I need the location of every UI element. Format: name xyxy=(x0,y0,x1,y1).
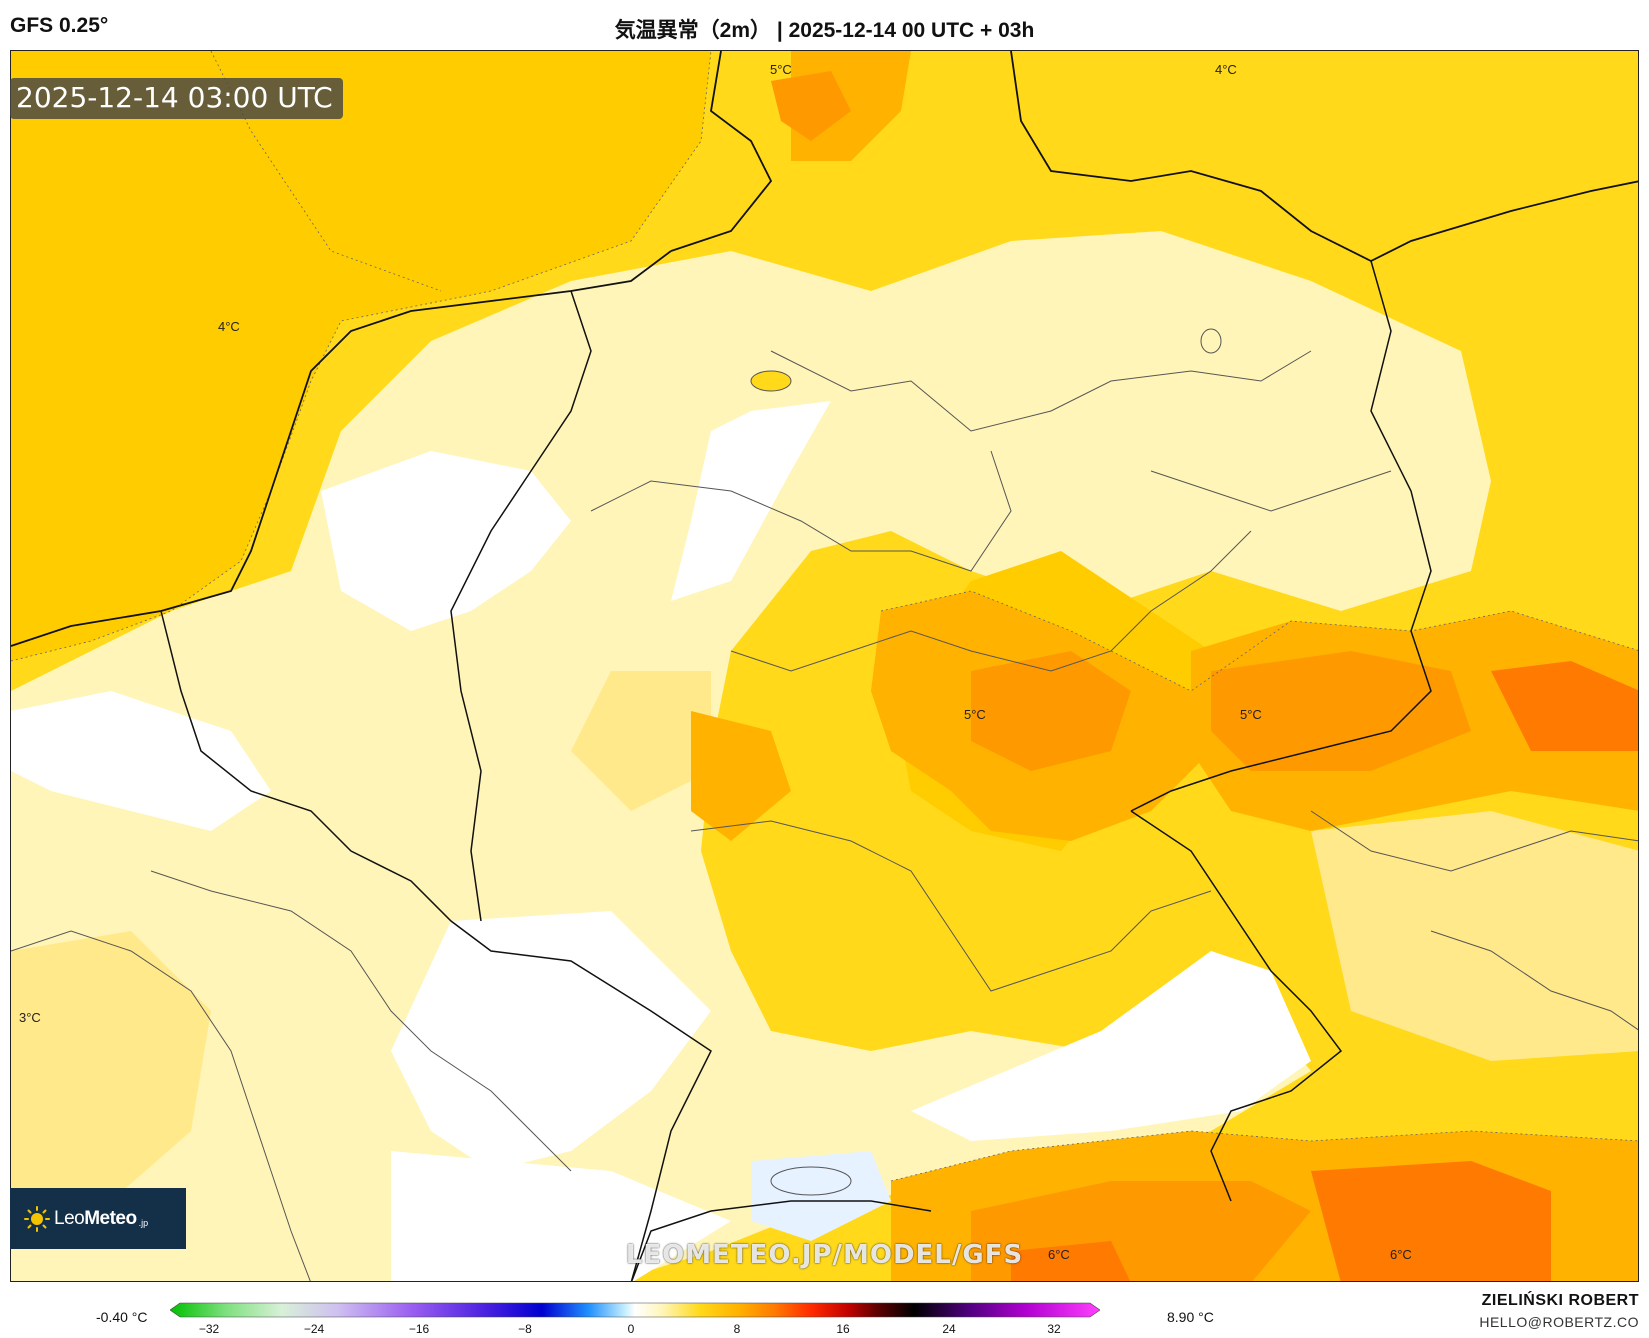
url-watermark: LEOMETEO.JP/MODEL/GFS xyxy=(625,1240,1024,1270)
field-white-south xyxy=(391,911,711,1171)
contour-label: 5°C xyxy=(964,707,986,722)
contour-label: 6°C xyxy=(1048,1247,1070,1262)
colorbar xyxy=(170,1302,1100,1318)
leometeo-logo[interactable]: Leo Meteo .jp xyxy=(10,1188,186,1249)
colorbar-tick: −16 xyxy=(408,1322,430,1336)
contour-label: 4°C xyxy=(218,319,240,334)
contour-label: 6°C xyxy=(1390,1247,1412,1262)
field-orange-west xyxy=(691,711,791,841)
contour-label: 4°C xyxy=(1215,62,1237,77)
header: GFS 0.25° 気温異常（2m） | 2025-12-14 00 UTC +… xyxy=(0,0,1649,50)
author-email[interactable]: HELLO@ROBERTZ.CO xyxy=(1479,1314,1639,1330)
logo-text-jp: .jp xyxy=(138,1217,149,1228)
author-name: ZIELIŃSKI ROBERT xyxy=(1481,1292,1639,1309)
colorbar-tick: 24 xyxy=(942,1322,956,1336)
lake-steinhuder xyxy=(750,370,792,392)
legend-max-value: 8.90 °C xyxy=(1167,1309,1214,1325)
colorbar-tick: −24 xyxy=(303,1322,325,1336)
valid-time-badge: 2025-12-14 03:00 UTC xyxy=(10,78,343,119)
field-sea-gold xyxy=(11,51,711,661)
field-deep-core-east xyxy=(1491,661,1638,751)
legend-min-value: -0.40 °C xyxy=(96,1309,148,1325)
model-label: GFS 0.25° xyxy=(10,14,109,37)
lake-mueritz xyxy=(1200,328,1222,354)
logo-text-leo: Leo xyxy=(54,1207,85,1229)
map-title: 気温異常（2m） | 2025-12-14 00 UTC + 03h xyxy=(614,19,1035,42)
field-white-belgium xyxy=(11,691,271,831)
field-deep-south-west xyxy=(1011,1241,1131,1281)
colorbar-tick: 16 xyxy=(836,1322,850,1336)
contour-label: 5°C xyxy=(770,62,792,77)
map-panel[interactable] xyxy=(10,50,1639,1282)
logo-text-meteo: Meteo xyxy=(84,1207,137,1229)
field-white-lowlands xyxy=(321,451,571,631)
field-light-yellow-west xyxy=(11,931,211,1221)
field-dark-core-east xyxy=(1211,651,1471,771)
coastlines xyxy=(11,51,1638,647)
field-white-streak xyxy=(671,401,831,601)
field-light-yellow-east xyxy=(1311,811,1638,1061)
colorbar-tick: 0 xyxy=(627,1322,635,1336)
field-deep-south-east xyxy=(1311,1161,1551,1281)
field-dark-core-central xyxy=(971,651,1131,771)
colorbar-tick: 8 xyxy=(733,1322,741,1336)
field-light-yellow-center xyxy=(571,671,711,811)
temperature-anomaly-map[interactable] xyxy=(11,51,1639,1282)
sun-icon xyxy=(24,1205,50,1232)
country-borders xyxy=(160,260,1432,1281)
colorbar-tick: −8 xyxy=(518,1322,532,1336)
field-dark-core-north xyxy=(771,71,851,141)
lake-bodensee xyxy=(770,1166,852,1196)
colorbar-tick: −32 xyxy=(198,1322,220,1336)
field-white-southwest xyxy=(391,1151,731,1281)
colorbar-tick: 32 xyxy=(1047,1322,1061,1336)
contour-lines xyxy=(11,51,1638,1182)
contour-label: 5°C xyxy=(1240,707,1262,722)
admin-borders xyxy=(11,350,1638,1281)
field-white-alps xyxy=(911,951,1311,1141)
contour-label: 3°C xyxy=(19,1010,41,1025)
